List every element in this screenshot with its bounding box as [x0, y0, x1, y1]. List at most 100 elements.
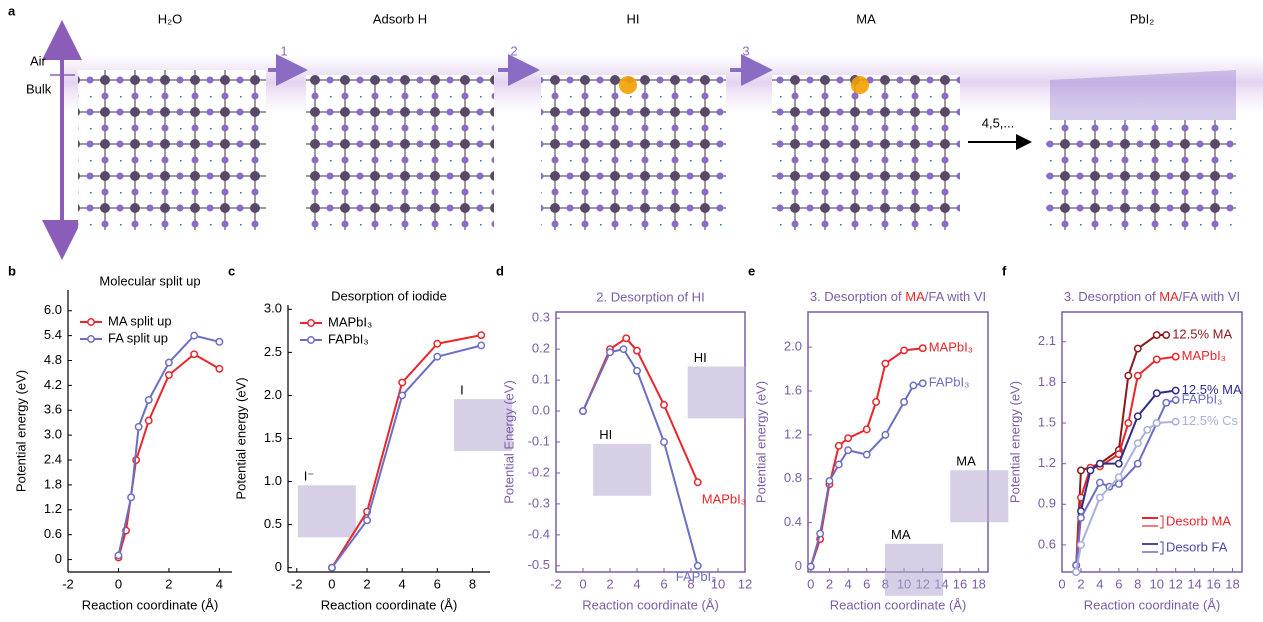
chart: -202400.61.21.82.43.03.64.24.85.46.0Reac…: [8, 263, 232, 612]
data-point: [1154, 356, 1160, 362]
y-tick-label: -0.4: [528, 526, 550, 541]
data-point: [623, 335, 629, 341]
y-tick-label: 1.6: [784, 382, 802, 397]
series-label: 12.5% Cs: [1182, 413, 1239, 428]
data-point: [399, 392, 405, 398]
data-point: [1097, 460, 1103, 466]
data-point: [216, 366, 222, 372]
panel-label: a: [8, 3, 16, 18]
data-point: [1116, 460, 1122, 466]
legend-marker: [88, 336, 94, 342]
data-point: [1135, 372, 1141, 378]
data-point: [1172, 353, 1178, 359]
data-point: [1073, 569, 1079, 575]
x-tick-label: 14: [1187, 576, 1201, 591]
step-title: Adsorb H: [373, 11, 427, 26]
x-tick-label: 2: [363, 576, 370, 591]
data-point: [1097, 494, 1103, 500]
lattice: [306, 75, 494, 230]
data-point: [1078, 467, 1084, 473]
data-point: [478, 342, 484, 348]
y-tick-label: 1.8: [1038, 374, 1056, 389]
y-tick-label: 2.0: [784, 339, 802, 354]
chart-title: 2. Desorption of HI: [596, 289, 704, 304]
data-point: [620, 346, 626, 352]
x-tick-label: 12: [1168, 576, 1182, 591]
vacancy: [619, 76, 637, 94]
x-tick-label: 18: [971, 576, 985, 591]
chart: -20246800.51.01.52.02.53.0Reaction coord…: [228, 263, 512, 612]
data-point: [836, 443, 842, 449]
step-number: 2: [510, 43, 517, 58]
x-tick-label: 6: [863, 576, 870, 591]
y-tick-label: 5.4: [44, 327, 62, 342]
x-tick-label: 2: [165, 576, 172, 591]
data-point: [146, 397, 152, 403]
inset-structure: [298, 485, 356, 537]
data-point: [1172, 397, 1178, 403]
y-tick-label: 0.5: [264, 516, 282, 531]
y-tick-label: 0.8: [784, 470, 802, 485]
vacancy: [851, 76, 869, 94]
y-tick-label: 0.0: [532, 402, 550, 417]
x-tick-label: 2: [1077, 576, 1084, 591]
legend-label: MAPbI₃: [328, 314, 372, 329]
x-tick-label: 4: [1096, 576, 1103, 591]
y-tick-label: 3.0: [264, 301, 282, 316]
series-label: MAPbI₃: [929, 340, 973, 355]
x-tick-label: 8: [1134, 576, 1141, 591]
data-point: [1125, 372, 1131, 378]
lattice: [541, 75, 726, 230]
data-point: [882, 432, 888, 438]
inset-structure: [688, 366, 746, 418]
data-point: [1116, 474, 1122, 480]
x-tick-label: -2: [291, 576, 303, 591]
lattice: [772, 75, 960, 230]
data-point: [661, 402, 667, 408]
chart-title: Molecular split up: [99, 273, 200, 288]
data-point: [115, 552, 121, 558]
x-tick-label: 4: [844, 576, 851, 591]
y-tick-label: 0.4: [784, 514, 802, 529]
data-point: [1163, 400, 1169, 406]
legend-bracket: [1160, 542, 1163, 554]
data-point: [836, 461, 842, 467]
series-label: FAPbI₃: [1182, 391, 1223, 406]
panel-a: a Air Bulk H₂O Adsorb H HI MA PbI₂ 1 2 3…: [8, 3, 1263, 240]
x-tick-label: 8: [469, 576, 476, 591]
y-tick-label: 2.4: [44, 451, 62, 466]
series-line: [118, 336, 219, 556]
legend-label: FAPbI₃: [328, 331, 369, 346]
step-title: HI: [627, 11, 640, 26]
annotation: I: [460, 383, 464, 398]
annotation: I⁻: [304, 469, 314, 484]
data-point: [910, 382, 916, 388]
data-point: [634, 347, 640, 353]
data-point: [1154, 390, 1160, 396]
step-number: 1: [280, 43, 287, 58]
step-title: MA: [856, 11, 876, 26]
y-tick-label: 1.0: [264, 473, 282, 488]
x-tick-label: 0: [1058, 576, 1065, 591]
legend-label: Desorb FA: [1166, 539, 1228, 554]
x-tick-label: 12: [738, 576, 752, 591]
data-point: [329, 564, 335, 570]
x-tick-label: 16: [953, 576, 967, 591]
data-point: [1078, 542, 1084, 548]
air-label: Air: [30, 53, 47, 68]
data-point: [901, 347, 907, 353]
title-part: 3. Desorption of: [1064, 289, 1159, 304]
legend-label: MA split up: [108, 313, 172, 328]
title-part: /FA with VI: [1179, 289, 1240, 304]
y-tick-label: 2.1: [1038, 333, 1056, 348]
lattice: [78, 70, 266, 230]
data-point: [216, 339, 222, 345]
series-line: [118, 354, 219, 557]
title-part: MA: [905, 289, 925, 304]
chart: 0246810121416180.60.91.21.51.82.1Reactio…: [1002, 263, 1242, 612]
legend-bracket: [1160, 516, 1163, 528]
lattice: [1046, 120, 1236, 230]
y-tick-label: 6.0: [44, 302, 62, 317]
legend-marker: [308, 320, 314, 326]
x-tick-label: 10: [1150, 576, 1164, 591]
